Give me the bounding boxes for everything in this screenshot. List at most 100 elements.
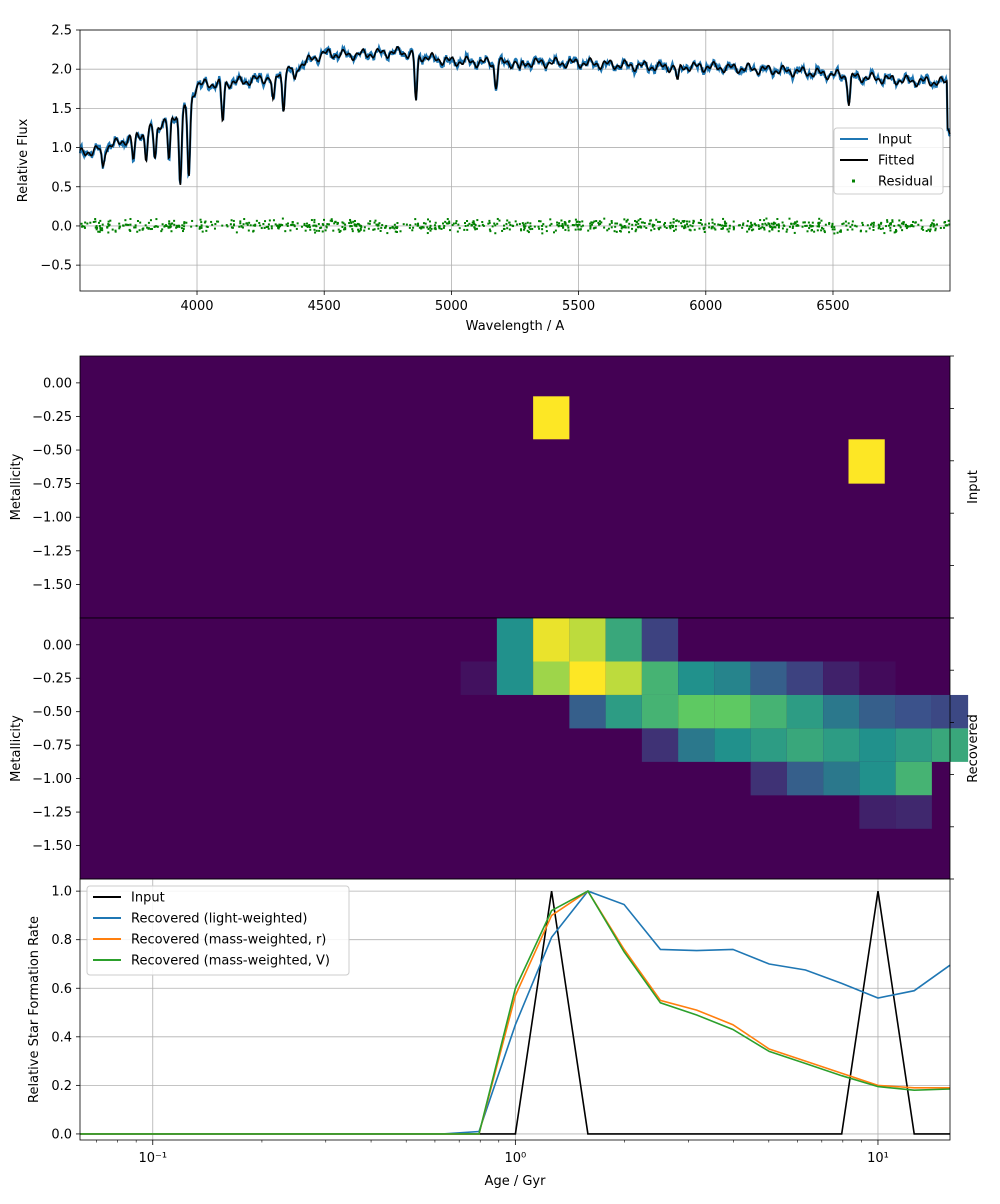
heatmap-cell (605, 618, 642, 662)
heatmap-cell (786, 661, 824, 695)
residual-point (774, 222, 777, 225)
residual-point (947, 219, 950, 222)
residual-point (122, 224, 125, 227)
residual-point (818, 217, 821, 220)
residual-point (929, 228, 932, 231)
residual-point (83, 226, 86, 229)
residual-point (750, 229, 753, 232)
residual-point (692, 222, 695, 225)
residual-point (518, 222, 521, 225)
residual-point (488, 219, 491, 222)
spectrum-xtick-label: 5000 (435, 299, 468, 314)
residual-point (809, 224, 812, 227)
residual-point (791, 226, 794, 229)
residual-point (377, 227, 380, 230)
residual-point (277, 227, 280, 230)
residual-point (897, 224, 900, 227)
residual-point (560, 219, 563, 222)
heatmap-cell (895, 694, 932, 729)
residual-point (656, 220, 659, 223)
residual-point (97, 230, 100, 233)
residual-point (239, 222, 242, 225)
residual-point (610, 226, 613, 229)
residual-point (98, 224, 101, 227)
residual-point (331, 220, 334, 223)
residual-point (265, 226, 268, 229)
residual-point (574, 228, 577, 231)
residual-point (310, 219, 313, 222)
residual-point (205, 225, 208, 228)
residual-point (284, 230, 287, 233)
residual-point (168, 222, 171, 225)
residual-point (324, 229, 327, 232)
heatmap-ytick-label: −0.75 (32, 477, 72, 492)
residual-point (520, 229, 523, 232)
residual-point (226, 225, 229, 228)
residual-point (877, 223, 880, 226)
residual-point (337, 228, 340, 231)
residual-point (124, 219, 127, 222)
residual-point (457, 223, 460, 226)
residual-point (703, 226, 706, 229)
residual-point (349, 225, 352, 228)
residual-point (702, 228, 705, 231)
residual-point (637, 222, 640, 225)
residual-point (899, 226, 902, 229)
residual-point (589, 225, 592, 228)
heatmap-cell (786, 728, 824, 762)
residual-point (576, 224, 579, 227)
heatmap-background (80, 356, 950, 618)
residual-point (426, 226, 429, 229)
residual-point (399, 230, 402, 233)
residual-point (445, 222, 448, 225)
residual-point (761, 226, 764, 229)
residual-point (417, 224, 420, 227)
residual-point (531, 227, 534, 230)
residual-point (628, 231, 631, 234)
residual-point (280, 223, 283, 226)
residual-point (820, 229, 823, 232)
heatmap-cell (641, 728, 679, 762)
residual-point (313, 228, 316, 231)
heatmap-ytick-label: −1.50 (32, 839, 72, 854)
residual-point (566, 224, 569, 227)
residual-point (286, 224, 289, 227)
residual-point (636, 226, 639, 229)
residual-point (823, 231, 826, 234)
residual-point (785, 230, 788, 233)
residual-point (838, 230, 841, 233)
residual-point (763, 228, 766, 231)
residual-point (314, 231, 317, 234)
heatmap-ytick-label: −1.00 (32, 511, 72, 526)
residual-point (508, 228, 511, 231)
residual-point (357, 223, 360, 226)
residual-point (408, 226, 411, 229)
residual-point (578, 220, 581, 223)
residual-point (178, 225, 181, 228)
residual-point (713, 223, 716, 226)
residual-point (373, 228, 376, 231)
heatmap-cell (859, 728, 896, 762)
residual-point (409, 224, 412, 227)
residual-point (708, 226, 711, 229)
residual-point (669, 227, 672, 230)
residual-point (870, 223, 873, 226)
residual-point (308, 226, 311, 229)
heatmap-side-label: Input (966, 470, 981, 504)
residual-point (831, 224, 834, 227)
residual-point (830, 226, 833, 229)
spectrum-ytick-label: 0.5 (51, 180, 72, 195)
residual-point (880, 221, 883, 224)
residual-point (821, 226, 824, 229)
spectrum-ylabel: Relative Flux (16, 118, 31, 202)
residual-point (822, 227, 825, 230)
residual-point (871, 222, 874, 225)
residual-point (434, 221, 437, 224)
residual-point (442, 226, 445, 229)
residual-point (587, 229, 590, 232)
residual-point (616, 222, 619, 225)
residual-point (412, 226, 415, 229)
residual-point (156, 225, 159, 228)
residual-point (699, 222, 702, 225)
